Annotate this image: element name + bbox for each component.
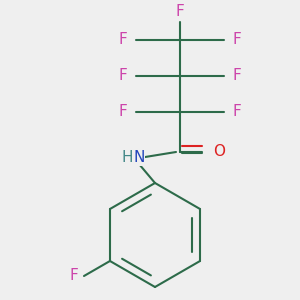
Text: F: F: [118, 68, 127, 83]
Text: F: F: [70, 268, 78, 284]
Text: F: F: [232, 68, 242, 83]
Text: N: N: [133, 151, 145, 166]
Text: F: F: [176, 4, 184, 20]
Text: F: F: [232, 104, 242, 119]
Text: F: F: [118, 32, 127, 47]
Text: O: O: [213, 145, 225, 160]
Text: F: F: [232, 32, 242, 47]
Text: H: H: [121, 151, 133, 166]
Text: F: F: [118, 104, 127, 119]
